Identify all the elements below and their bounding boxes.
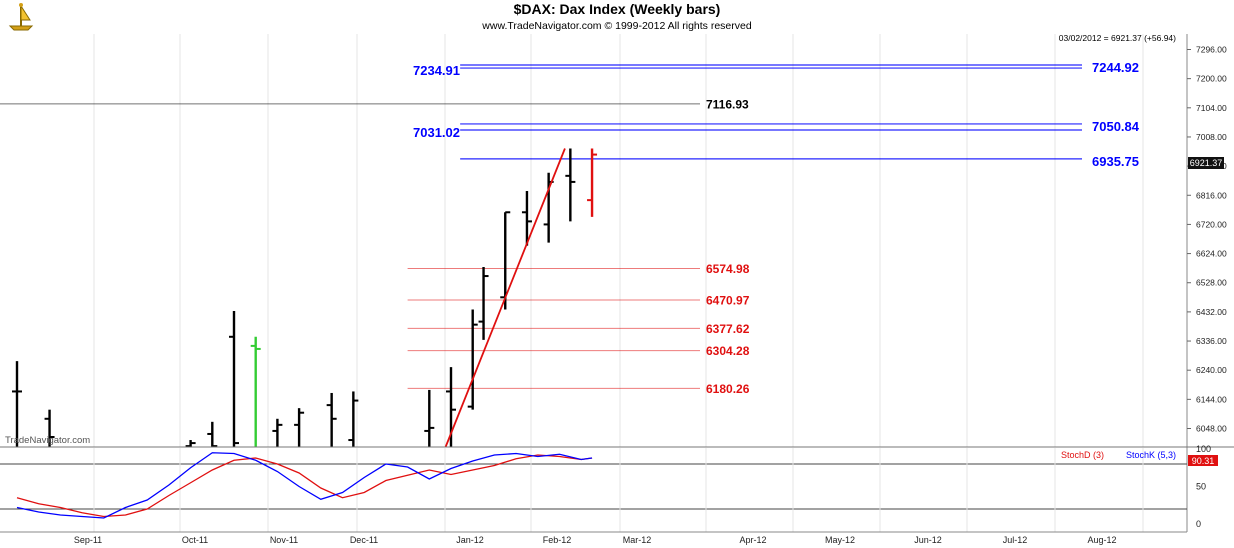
x-axis: Sep-11 Oct-11 Nov-11 Dec-11 Jan-12 Feb-12 Mar-… xyxy=(74,535,1117,545)
x-tick-label: May-12 xyxy=(825,535,855,545)
x-tick-label: Jul-12 xyxy=(1003,535,1028,545)
x-tick-label: Feb-12 xyxy=(543,535,572,545)
y-tick-label: 6144.00 xyxy=(1196,394,1227,404)
y-tick-label: 6528.00 xyxy=(1196,278,1227,288)
price-axis: 6048.00 6144.00 6240.00 6336.00 6432.00 6528.… xyxy=(1187,45,1227,434)
level-label: 7234.91 xyxy=(413,63,460,78)
copyright-subtitle: www.TradeNavigator.com © 1999-2012 All r… xyxy=(481,20,752,32)
stochastic-gridlines xyxy=(0,448,1187,532)
legend-stochd: StochD (3) xyxy=(1061,450,1104,460)
y-tick-label: 7104.00 xyxy=(1196,103,1227,113)
y-tick-label: 6624.00 xyxy=(1196,249,1227,259)
y-tick-label: 6816.00 xyxy=(1196,190,1227,200)
price-panel: 7116.93 7234.91 7244.92 7031.02 7050.84 6935.… xyxy=(0,34,1144,448)
trade-navigator-logo-icon xyxy=(8,3,34,31)
last-price-box xyxy=(1188,157,1224,169)
y-tick-label: 6720.00 xyxy=(1196,219,1227,229)
x-tick-label: Aug-12 xyxy=(1087,535,1116,545)
chart-title: $DAX: Dax Index (Weekly bars) xyxy=(514,1,721,17)
level-label: 7116.93 xyxy=(706,97,749,111)
x-tick-label: Nov-11 xyxy=(270,535,298,545)
stoch-last-box xyxy=(1188,455,1218,466)
stochastic-axis: 100 50 0 xyxy=(1196,444,1211,529)
y-tick-label: 6336.00 xyxy=(1196,336,1227,346)
last-price-info: 03/02/2012 = 6921.37 (+56.94) xyxy=(1059,33,1176,43)
level-label: 6180.26 xyxy=(706,382,750,396)
y-tick-label: 6048.00 xyxy=(1196,424,1227,434)
y-tick-label: 7008.00 xyxy=(1196,132,1227,142)
y-tick-label: 6432.00 xyxy=(1196,307,1227,317)
level-label: 6935.75 xyxy=(1092,154,1139,169)
y-tick-label: 7296.00 xyxy=(1196,45,1227,55)
stoch-last-label: 90.31 xyxy=(1192,456,1215,466)
support-resistance-levels xyxy=(0,64,1082,389)
stoch-series-line xyxy=(16,454,593,518)
stoch-tick-label: 0 xyxy=(1196,519,1201,529)
level-label: 6304.28 xyxy=(706,344,750,358)
trendline-segment xyxy=(444,148,566,448)
x-tick-label: Sep-11 xyxy=(74,535,102,545)
level-label: 7050.84 xyxy=(1092,119,1140,134)
price-bars xyxy=(12,148,598,448)
level-labels: 7116.93 7234.91 7244.92 7031.02 7050.84 6935.… xyxy=(413,60,1140,396)
x-tick-label: Oct-11 xyxy=(182,535,208,545)
watermark: TradeNavigator.com xyxy=(5,435,90,446)
stoch-tick-label: 100 xyxy=(1196,444,1211,454)
last-price-label: 6921.37 xyxy=(1190,158,1223,168)
level-label: 6377.62 xyxy=(706,322,750,336)
y-tick-label: 6240.00 xyxy=(1196,365,1227,375)
price-gridlines xyxy=(93,34,1144,447)
stoch-series-line xyxy=(16,452,593,519)
legend-stochk: StochK (5,3) xyxy=(1126,450,1176,460)
level-label: 7244.92 xyxy=(1092,60,1139,75)
level-label: 6470.97 xyxy=(706,294,750,308)
x-tick-label: Mar-12 xyxy=(623,535,652,545)
stochastic-panel xyxy=(0,448,1187,532)
level-label: 6574.98 xyxy=(706,262,750,276)
x-tick-label: Dec-11 xyxy=(350,535,378,545)
x-tick-label: Jan-12 xyxy=(456,535,484,545)
stoch-tick-label: 50 xyxy=(1196,482,1206,492)
x-tick-label: Apr-12 xyxy=(739,535,766,545)
x-tick-label: Jun-12 xyxy=(914,535,942,545)
stochastic-lines xyxy=(16,452,593,519)
level-label: 7031.02 xyxy=(413,125,460,140)
y-tick-label: 7200.00 xyxy=(1196,74,1227,84)
trendline xyxy=(444,148,566,448)
